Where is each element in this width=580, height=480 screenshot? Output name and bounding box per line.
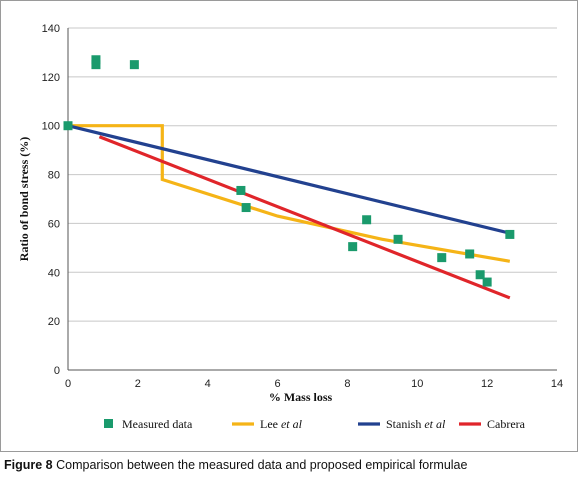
y-tick-label: 40 [48,267,60,279]
y-tick-label: 80 [48,170,60,182]
measured-point [362,215,372,225]
y-tick-label: 0 [54,365,60,377]
measured-point [91,60,101,70]
measured-point [63,121,73,131]
measured-point [437,253,447,263]
y-tick-label: 60 [48,218,60,230]
legend: Measured data Lee et al Stanish et al Cabre… [104,417,526,431]
legend-label-suffix: et al [421,417,446,431]
measured-point [241,203,251,213]
x-tick-label: 2 [135,378,141,390]
measured-points [63,55,515,287]
legend-label-cabrera: Cabrera [487,417,526,431]
measured-point [465,249,475,259]
legend-label-lee: Lee et al [260,417,303,431]
measured-point [475,270,485,280]
figure-caption: Figure 8 Comparison between the measured… [4,458,467,472]
axes [67,28,557,371]
x-axis-title: % Mass loss [269,390,333,404]
y-tick-label: 20 [48,316,60,328]
y-tick-label: 100 [42,121,60,133]
series-line-lee [68,124,511,263]
measured-point [129,60,139,70]
figure-caption-text: Comparison between the measured data and… [56,458,468,472]
x-tick-label: 4 [205,378,211,390]
x-tick-label: 8 [344,378,350,390]
measured-point [393,234,403,244]
measured-point [348,242,358,252]
series-line-stanish [67,124,511,235]
x-tick-label: 14 [551,378,563,390]
legend-label-suffix: et al [278,417,303,431]
chart: 0 20 40 60 80 100 120 140 0 2 4 6 8 10 12 14 % Mass los… [17,23,563,431]
y-tick-label: 120 [42,72,60,84]
y-tick-label: 140 [42,23,60,35]
measured-point [236,185,246,195]
series-lines [67,124,511,300]
x-tick-label: 10 [411,378,423,390]
legend-label-measured: Measured data [122,417,193,431]
x-tick-label: 12 [481,378,493,390]
tick-labels: 0 20 40 60 80 100 120 140 0 2 4 6 8 10 12 14 [42,23,563,390]
x-tick-label: 0 [65,378,71,390]
y-axis-title: Ratio of bond stress (%) [17,137,31,261]
legend-marker-measured [104,419,113,428]
measured-point [91,55,101,65]
measured-point [505,229,515,239]
x-tick-label: 6 [275,378,281,390]
series-line-cabrera [98,135,511,300]
figure-number: Figure 8 [4,458,53,472]
measured-point [482,277,492,287]
legend-label-stanish: Stanish et al [386,417,446,431]
